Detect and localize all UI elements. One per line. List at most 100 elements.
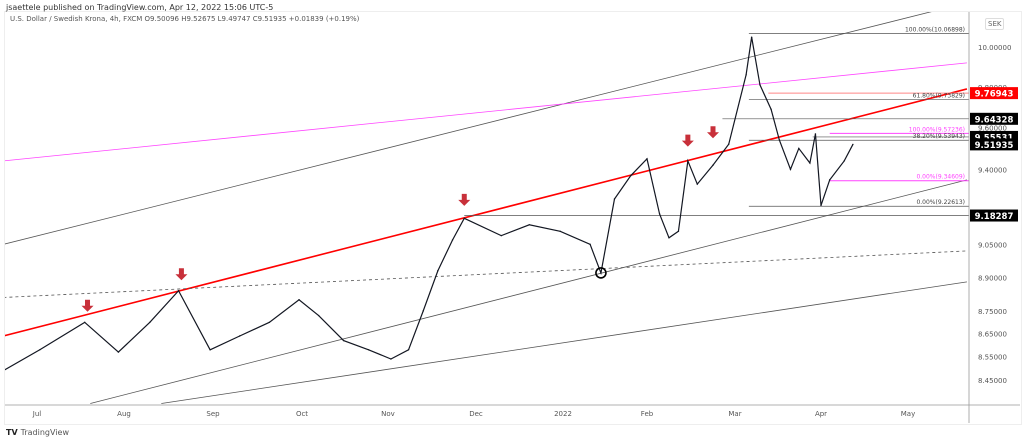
circle-marker [595,267,607,279]
price-point [820,204,822,207]
price-point [728,143,730,145]
down-arrow-icon [175,268,188,281]
price-point [798,147,800,150]
price-label: 9.51935 [975,141,1014,151]
fib-level-label: 100.00%(9.57236) [909,126,965,133]
price-point [630,174,632,177]
price-point [843,160,845,162]
x-tick-label: Feb [641,410,654,418]
price-point [463,217,465,220]
y-tick-label: 9.05000 [978,241,1007,249]
price-point [712,164,714,166]
price-point [677,230,680,232]
price-point [750,36,753,38]
y-tick-label: 8.45000 [978,377,1007,385]
price-label: 9.64328 [975,115,1014,125]
symbol-legend: U.S. Dollar / Swedish Krona, 4h, FXCM O9… [10,15,360,23]
price-point [687,160,689,162]
x-tick-label: Nov [381,410,395,418]
price-point [390,358,392,360]
price-point [852,143,854,146]
price-point [149,321,151,324]
x-tick-label: Dec [469,410,483,418]
x-tick-label: Oct [296,410,308,418]
price-point [745,74,747,76]
fib-level-label: 38.20%(9.53943) [913,133,965,140]
price-point [451,239,454,241]
price-point [814,133,817,135]
price-point [117,351,120,353]
price-point [407,349,410,351]
plot-area [3,12,969,404]
price-point [342,339,345,342]
price-point [646,158,648,160]
y-tick-label: 8.75000 [978,308,1007,316]
x-tick-label: Mar [728,410,741,418]
watermark-text: TradingView [20,428,69,437]
chart-frame [4,11,1022,425]
price-point [39,349,41,351]
fib-level-label: 0.00%(9.34609) [916,174,965,181]
down-arrow-icon [681,134,694,147]
y-tick-label: 8.55000 [978,354,1007,362]
price-point [298,299,300,301]
gray-trendline [161,281,967,404]
y-tick-label: 9.40000 [978,166,1007,174]
red-trendline [5,88,968,337]
price-point [589,243,591,246]
price-label-bg [970,209,1018,222]
y-tick-label: 8.65000 [978,331,1007,339]
price-point [500,234,502,237]
down-arrow-icon [707,126,719,139]
price-point [789,168,792,171]
price-point [829,179,831,181]
price-point [317,314,320,317]
x-tick-label: Aug [117,410,131,418]
y-tick-label: 8.90000 [978,274,1007,282]
price-label-bg [970,112,1018,125]
down-arrow-icon [458,193,471,206]
tradingview-watermark: TV TradingView [6,428,69,437]
publish-info: jsaettele published on TradingView.com, … [6,3,274,12]
x-tick-label: Jul [32,410,42,418]
tradingview-logo-icon: TV [6,428,18,437]
price-point [239,335,241,337]
price-point [559,230,561,232]
price-point [209,349,211,351]
price-point [422,310,424,312]
fib-level-label: 0.00%(9.22613) [916,199,965,206]
price-point [696,183,698,185]
price-point [600,272,602,274]
y-tick-label: 10.00000 [978,44,1011,52]
price-point [778,139,781,141]
price-point [613,198,616,200]
price-label: 9.76943 [975,90,1014,100]
price-point [658,213,661,215]
price-point [528,224,531,226]
price-label: 9.18287 [975,212,1014,222]
price-point [770,108,772,110]
currency-button[interactable]: SEK [985,18,1005,30]
y-tick-label: 9.60000 [978,125,1007,133]
x-tick-label: 2022 [554,410,572,418]
price-label-bg [970,138,1018,151]
price-label-bg [970,87,1018,100]
price-point [84,321,86,324]
price-point [437,270,439,272]
x-tick-label: Apr [815,410,827,418]
x-tick-label: Sep [206,410,220,418]
x-tick-label: May [901,410,915,418]
price-point [268,321,271,324]
gray-trendline [90,179,968,404]
down-arrow-icon [81,299,94,312]
price-point [668,237,670,239]
price-point [177,290,180,292]
gray-trendline [5,12,932,245]
fib-level-label: 61.80%(9.73829) [913,92,965,99]
price-point [3,370,4,371]
price-point [367,349,370,351]
fib-level-label: 100.00%(10.06898) [905,26,965,33]
price-point [809,162,811,164]
gray-trendline [5,250,967,298]
